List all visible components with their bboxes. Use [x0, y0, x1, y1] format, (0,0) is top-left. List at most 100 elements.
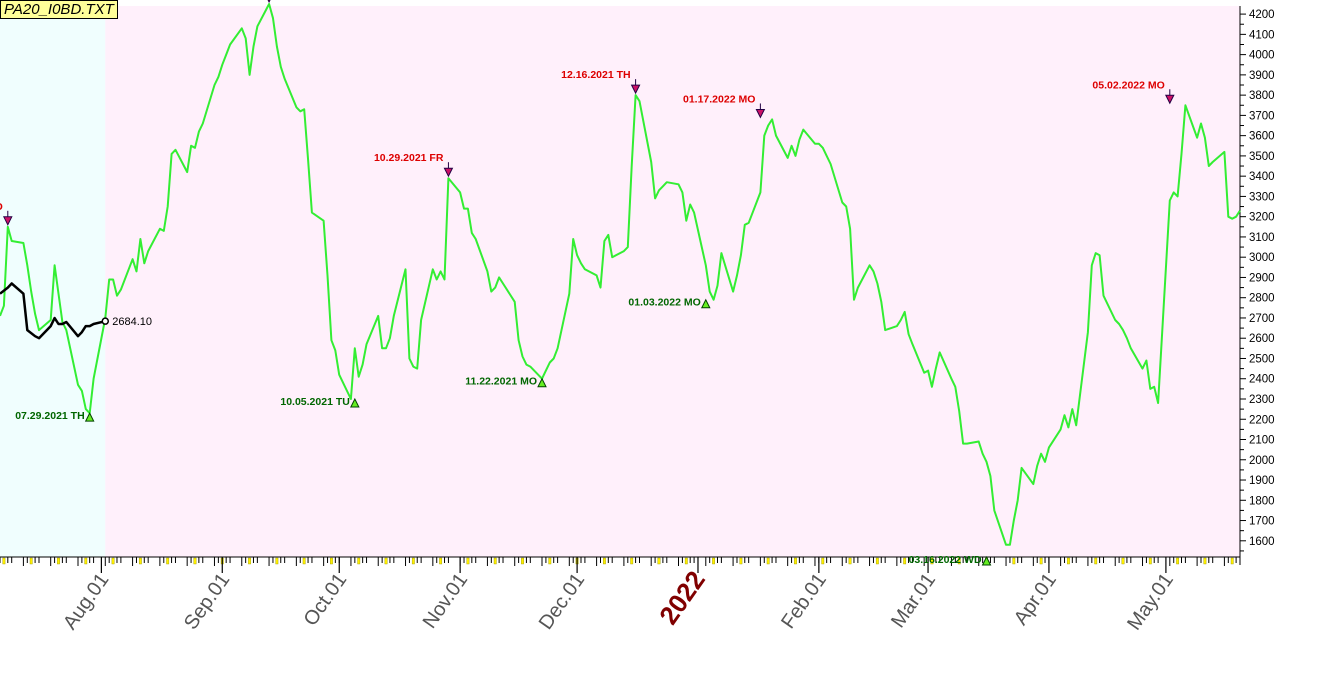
x-day-marker: [875, 557, 879, 565]
y-tick-label: 3600: [1249, 131, 1275, 143]
x-day-marker: [357, 557, 361, 565]
y-tick-label: 2200: [1249, 414, 1275, 426]
x-day-marker: [1176, 557, 1180, 565]
x-day-marker: [1203, 557, 1207, 565]
series-end-marker: [101, 317, 110, 325]
low-marker-label: 10.05.2021 TU: [280, 396, 349, 408]
shaded-region-right: [105, 6, 1241, 557]
y-tick-label: 2000: [1249, 455, 1275, 467]
y-tick-label: 2300: [1249, 394, 1275, 406]
high-marker-arrow: [630, 84, 641, 95]
y-tick-label: 2900: [1249, 272, 1275, 284]
x-day-marker: [493, 557, 497, 565]
y-tick-label: 4200: [1249, 9, 1275, 21]
y-tick-label: 2400: [1249, 374, 1275, 386]
y-tick-label: 1900: [1249, 475, 1275, 487]
y-tick-label: 3000: [1249, 252, 1275, 264]
low-marker-arrow: [537, 377, 547, 388]
low-marker-arrow: [84, 412, 95, 422]
green-series-line: [0, 3, 1241, 546]
x-day-marker: [275, 557, 279, 565]
low-marker-arrow: [981, 555, 992, 566]
x-day-marker: [57, 557, 60, 565]
y-tick-label: 3400: [1249, 171, 1275, 183]
y-tick-label: 3500: [1249, 151, 1275, 163]
y-tick-label: 3700: [1249, 110, 1275, 122]
x-tick-label: May.01: [1123, 569, 1178, 634]
x-tick-label: Dec.01: [535, 569, 589, 634]
x-tick-label: Mar.01: [887, 569, 940, 632]
x-day-marker: [84, 557, 88, 565]
x-day-marker: [548, 557, 552, 565]
black-series-line: [0, 282, 106, 340]
high-marker-label: MO: [0, 201, 3, 213]
x-day-marker: [794, 557, 797, 565]
x-day-marker: [603, 557, 606, 565]
x-tick-label: Aug.01: [59, 569, 113, 634]
x-day-marker: [29, 557, 33, 565]
x-day-marker: [1012, 557, 1016, 565]
x-day-marker: [521, 557, 524, 565]
x-day-marker: [930, 557, 934, 565]
low-marker-label: 07.29.2021 TH: [15, 410, 84, 422]
x-day-marker: [330, 557, 333, 565]
high-marker-arrow: [443, 167, 454, 178]
y-tick-label: 2100: [1249, 435, 1275, 447]
y-tick-label: 4000: [1249, 50, 1275, 62]
x-day-marker: [411, 557, 415, 565]
x-day-marker: [739, 557, 743, 565]
x-day-marker: [1148, 557, 1152, 565]
high-marker-label: 12.16.2021 TH: [561, 69, 630, 81]
y-tick-label: 1600: [1249, 536, 1275, 548]
x-day-marker: [1067, 557, 1070, 565]
x-day-marker: [848, 557, 852, 565]
x-day-marker: [657, 557, 661, 565]
x-day-marker: [821, 557, 825, 565]
x-tick-label: Sep.01: [180, 569, 234, 634]
low-marker-label: 11.22.2021 MO: [465, 376, 537, 388]
y-tick-label: 2500: [1249, 353, 1275, 365]
x-day-marker: [111, 557, 115, 565]
chart-title: PA20_I0BD.TXT: [0, 0, 118, 19]
x-tick-label: Oct.01: [300, 569, 352, 630]
x-day-marker: [1094, 557, 1098, 565]
x-tick-label: Feb.01: [777, 569, 831, 633]
x-tick-label: Nov.01: [419, 569, 473, 632]
x-day-marker: [1230, 557, 1234, 565]
x-day-marker: [193, 557, 197, 565]
y-tick-label: 2700: [1249, 313, 1275, 325]
y-tick-label: 3300: [1249, 191, 1275, 203]
high-marker-label: 05.02.2022 MO: [1092, 79, 1164, 91]
x-year-label: 2022: [653, 565, 711, 630]
y-tick-label: 4100: [1249, 29, 1275, 41]
x-day-marker: [439, 557, 443, 565]
x-day-marker: [1121, 557, 1125, 565]
x-day-marker: [138, 557, 142, 565]
x-day-marker: [684, 557, 688, 565]
x-day-marker: [630, 557, 634, 565]
x-day-marker: [1039, 557, 1043, 565]
y-tick-label: 3100: [1249, 232, 1275, 244]
high-marker-arrow: [267, 0, 271, 4]
high-marker-label: 10.29.2021 FR: [374, 152, 444, 164]
x-day-marker: [766, 557, 770, 565]
y-tick-label: 1800: [1249, 495, 1275, 507]
x-day-marker: [2, 557, 6, 565]
y-tick-label: 1700: [1249, 516, 1275, 528]
high-marker-label: 01.17.2022 MO: [683, 93, 755, 105]
x-day-marker: [903, 557, 907, 565]
y-tick-label: 2800: [1249, 293, 1275, 305]
y-tick-label: 2600: [1249, 333, 1275, 345]
low-marker-label: 01.03.2022 MO: [628, 297, 700, 309]
x-day-marker: [248, 557, 251, 565]
x-tick-label: Apr.01: [1010, 569, 1061, 629]
x-day-marker: [957, 557, 961, 565]
y-tick-label: 3800: [1249, 90, 1275, 102]
low-marker-arrow: [350, 397, 360, 408]
series-end-label: 2684.10: [112, 316, 152, 328]
low-marker-label: 03.16.2022 WD: [909, 554, 982, 566]
x-day-marker: [302, 557, 306, 565]
x-day-marker: [712, 557, 715, 565]
x-day-marker: [166, 557, 170, 565]
